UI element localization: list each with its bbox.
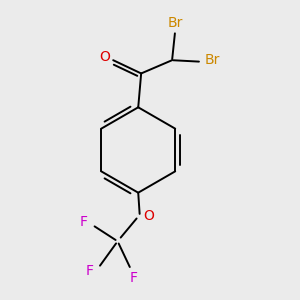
Text: O: O <box>100 50 110 64</box>
Text: F: F <box>80 215 88 229</box>
Text: Br: Br <box>204 53 220 67</box>
Text: F: F <box>85 264 94 278</box>
Text: Br: Br <box>167 16 183 30</box>
Text: F: F <box>130 271 138 285</box>
Text: O: O <box>144 209 154 223</box>
